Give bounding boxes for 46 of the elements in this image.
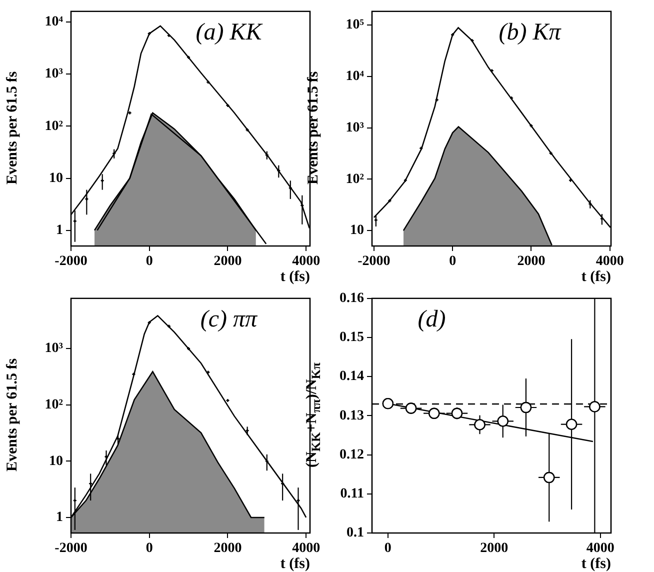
x-tick-label: 2000 bbox=[517, 254, 546, 270]
y-tick-label: 10⁵ bbox=[346, 18, 364, 33]
y-tick-label: 10² bbox=[346, 172, 364, 187]
x-tick-label: 0 bbox=[384, 541, 392, 556]
y-tick-label: 0.15 bbox=[340, 330, 364, 346]
x-tick-label: 4000 bbox=[586, 541, 614, 556]
x-tick-label: 0 bbox=[449, 254, 456, 270]
annotation: (c) ππ bbox=[200, 306, 258, 333]
y-tick-label: 0.16 bbox=[340, 291, 364, 306]
y-tick-label: 10³ bbox=[346, 120, 364, 136]
y-tick-label: 1 bbox=[56, 510, 63, 526]
y-axis-title: Events per 61.5 fs bbox=[4, 70, 22, 184]
y-tick-label: 0.11 bbox=[340, 486, 364, 502]
annotation: (d) bbox=[418, 306, 446, 333]
x-tick-label: 4000 bbox=[292, 541, 320, 556]
annotation: (a) KK bbox=[196, 20, 264, 46]
y-tick-label: 10 bbox=[49, 454, 63, 469]
x-tick-label: 2000 bbox=[480, 541, 508, 556]
y-tick-label: 10³ bbox=[44, 66, 63, 82]
x-axis-title: t (fs) bbox=[581, 269, 611, 286]
annotation: (b) Kπ bbox=[498, 20, 562, 46]
x-axis-title: t (fs) bbox=[280, 556, 310, 572]
x-tick-label: -2000 bbox=[358, 254, 390, 270]
x-tick-label: 2000 bbox=[214, 254, 242, 270]
x-axis-title: t (fs) bbox=[280, 269, 310, 286]
y-axis-title: Events per 61.5 fs bbox=[4, 358, 22, 472]
y-tick-label: 10³ bbox=[44, 341, 63, 356]
x-tick-label: 4000 bbox=[292, 254, 320, 270]
y-tick-label: 0.13 bbox=[340, 408, 364, 424]
x-tick-label: 2000 bbox=[214, 541, 242, 556]
x-tick-label: -2000 bbox=[54, 541, 88, 556]
y-tick-label: 1 bbox=[56, 222, 63, 238]
x-tick-label: 0 bbox=[146, 254, 153, 270]
y-tick-label: 10 bbox=[350, 223, 364, 238]
y-tick-label: 10⁴ bbox=[346, 69, 365, 84]
x-tick-label: 4000 bbox=[596, 254, 624, 270]
y-tick-label: 10 bbox=[49, 170, 63, 186]
y-tick-label: 10² bbox=[44, 398, 63, 413]
y-tick-label: 0.14 bbox=[340, 369, 364, 384]
x-tick-label: -2000 bbox=[54, 254, 88, 270]
y-tick-label: 10² bbox=[44, 118, 63, 134]
y-tick-label: 0.12 bbox=[340, 447, 364, 462]
x-axis-title: t (fs) bbox=[581, 556, 611, 572]
y-tick-label: 0.1 bbox=[346, 526, 364, 541]
y-tick-label: 10⁴ bbox=[44, 14, 64, 30]
x-tick-label: 0 bbox=[146, 541, 153, 556]
